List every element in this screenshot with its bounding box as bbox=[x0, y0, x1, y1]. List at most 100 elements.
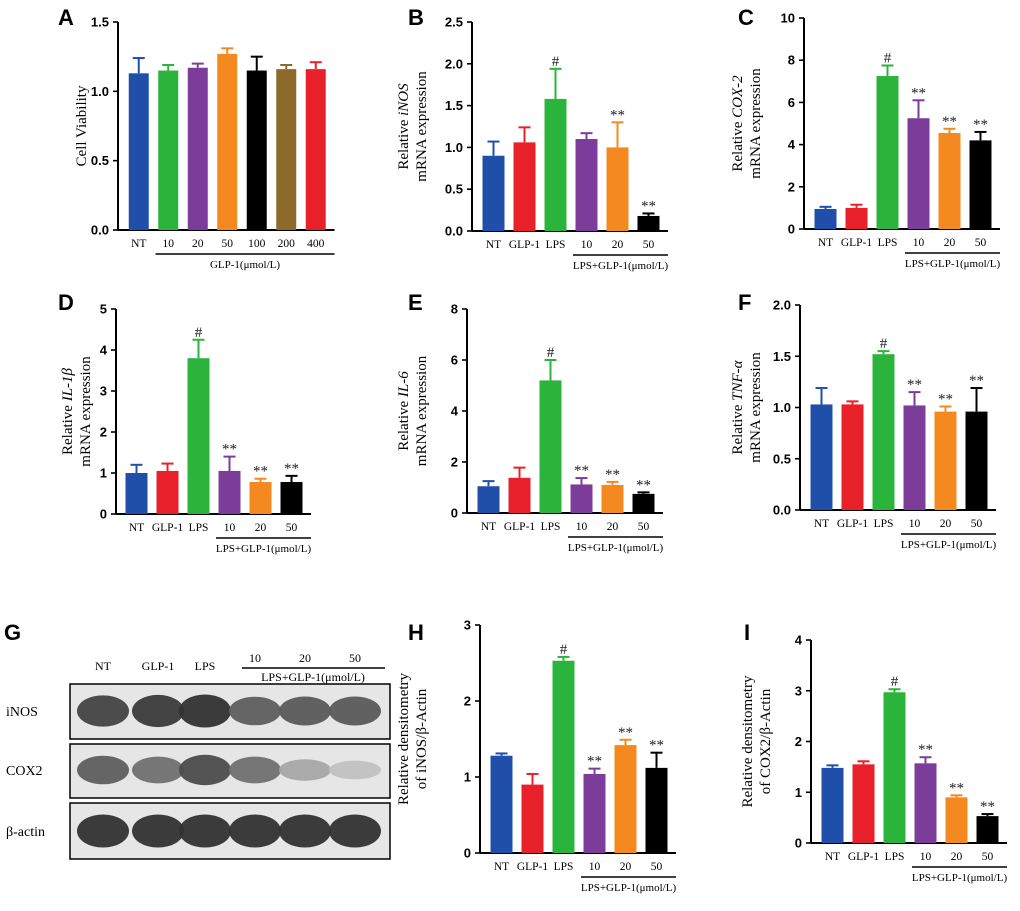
ylabel-B: Relative iNOS mRNA expression bbox=[396, 71, 430, 182]
blot-band-1-1 bbox=[132, 756, 184, 784]
svg-text:of iNOS/β-Actin: of iNOS/β-Actin bbox=[414, 688, 430, 789]
bar-A-3 bbox=[217, 53, 238, 230]
significance-C-2: # bbox=[884, 50, 892, 66]
significance-E-2: # bbox=[547, 345, 555, 361]
svg-text:mRNA expression: mRNA expression bbox=[78, 356, 94, 467]
y-tick-label-C: 4 bbox=[788, 137, 796, 152]
category-label-A-5: 200 bbox=[278, 238, 296, 250]
category-label-A-4: 100 bbox=[248, 238, 266, 250]
y-tick-label-E: 4 bbox=[451, 404, 459, 419]
blot-column-label-0: NT bbox=[95, 659, 112, 673]
chart-D: D Relative IL-1β mRNA expression 0 1 2 3 4 5 NT GL… bbox=[58, 290, 311, 555]
blot-band-1-4 bbox=[279, 759, 331, 781]
y-tick-label-B: 2.0 bbox=[445, 56, 463, 71]
bar-D-5 bbox=[280, 482, 303, 514]
blot-band-1-5 bbox=[329, 760, 381, 780]
significance-H-4: ** bbox=[618, 725, 633, 741]
y-tick-label-F: 0.0 bbox=[773, 503, 791, 518]
ylabel-D: Relative IL-1β mRNA expression bbox=[60, 356, 94, 467]
group-label-E: LPS+GLP-1(μmol/L) bbox=[568, 542, 664, 554]
bar-A-2 bbox=[187, 67, 208, 230]
y-tick-label-F: 0.5 bbox=[773, 451, 791, 466]
significance-E-5: ** bbox=[636, 477, 651, 493]
significance-D-2: # bbox=[195, 325, 203, 341]
bar-D-3 bbox=[218, 470, 241, 514]
bar-A-1 bbox=[158, 70, 179, 231]
chart-C: C Relative COX-2 mRNA expression 0 2 4 6 8 10 NT G… bbox=[730, 5, 1000, 270]
group-label-I: LPS+GLP-1(μmol/L) bbox=[912, 872, 1008, 884]
category-label-D-1: GLP-1 bbox=[152, 522, 184, 534]
panel-letter-G: G bbox=[4, 620, 21, 645]
y-tick-label-D: 0 bbox=[100, 507, 107, 522]
category-label-D-0: NT bbox=[129, 522, 144, 534]
y-tick-label-C: 0 bbox=[788, 222, 795, 237]
bar-E-0 bbox=[477, 486, 500, 513]
category-label-I-3: 10 bbox=[920, 851, 932, 863]
y-tick-label-F: 2.0 bbox=[773, 298, 791, 313]
category-label-C-2: LPS bbox=[878, 237, 898, 249]
panel-letter-A: A bbox=[58, 5, 74, 30]
category-label-I-1: GLP-1 bbox=[848, 851, 880, 863]
category-label-A-2: 20 bbox=[192, 238, 204, 250]
blot-band-0-2 bbox=[179, 694, 231, 728]
y-tick-label-I: 0 bbox=[795, 836, 802, 851]
significance-E-3: ** bbox=[574, 463, 589, 479]
bar-I-5 bbox=[976, 816, 999, 843]
svg-text:Relative IL-1β: Relative IL-1β bbox=[60, 367, 76, 455]
y-tick-label-B: 0.5 bbox=[445, 182, 463, 197]
chart-A: A Cell Viability 0.0 0.5 1.0 1.5 NT 10 20 50 100 20… bbox=[58, 5, 335, 271]
significance-B-2: # bbox=[552, 54, 560, 70]
group-label-H: LPS+GLP-1(μmol/L) bbox=[581, 882, 677, 894]
category-label-E-3: 10 bbox=[576, 521, 588, 533]
category-label-F-4: 20 bbox=[940, 518, 952, 530]
y-tick-label-B: 1.0 bbox=[445, 140, 463, 155]
y-tick-label-H: 0 bbox=[464, 846, 471, 861]
significance-H-2: # bbox=[560, 642, 568, 658]
blot-row-label-1: COX2 bbox=[6, 764, 43, 779]
significance-D-3: ** bbox=[222, 442, 237, 458]
bar-B-5 bbox=[637, 215, 660, 231]
significance-F-4: ** bbox=[938, 391, 953, 407]
significance-I-3: ** bbox=[918, 742, 933, 758]
category-label-E-2: LPS bbox=[541, 521, 561, 533]
chart-B: B Relative iNOS mRNA expression 0.0 0.5 1.0 1.… bbox=[396, 5, 668, 272]
category-label-C-4: 20 bbox=[944, 237, 956, 249]
y-tick-label-D: 2 bbox=[100, 425, 107, 440]
significance-D-4: ** bbox=[253, 464, 268, 480]
category-label-E-4: 20 bbox=[607, 521, 619, 533]
bar-I-1 bbox=[852, 764, 875, 843]
blot-band-1-2 bbox=[179, 754, 231, 786]
bar-C-2 bbox=[876, 76, 899, 230]
svg-text:Relative densitometry: Relative densitometry bbox=[740, 675, 756, 808]
category-label-H-4: 20 bbox=[620, 861, 632, 873]
chart-I: I Relative densitometry of COX2/β-Actin 0 1 2… bbox=[740, 620, 1007, 884]
category-label-H-1: GLP-1 bbox=[517, 861, 549, 873]
group-label-B: LPS+GLP-1(μmol/L) bbox=[573, 260, 669, 272]
bar-I-3 bbox=[914, 763, 937, 843]
chart-E: E Relative IL-6 mRNA expression 0 2 4 6 8 NT GLP-… bbox=[396, 290, 663, 554]
category-label-F-5: 50 bbox=[971, 518, 983, 530]
bar-C-0 bbox=[814, 208, 837, 229]
bar-D-4 bbox=[249, 482, 272, 514]
svg-text:Relative IL-6: Relative IL-6 bbox=[396, 371, 412, 451]
bar-E-4 bbox=[601, 484, 624, 513]
bar-E-1 bbox=[508, 477, 531, 513]
category-label-B-5: 50 bbox=[643, 239, 655, 251]
significance-D-5: ** bbox=[284, 461, 299, 477]
significance-B-4: ** bbox=[610, 107, 625, 123]
panel-letter-B: B bbox=[408, 5, 424, 30]
category-label-C-1: GLP-1 bbox=[841, 237, 873, 249]
blot-group-label: LPS+GLP-1(μmol/L) bbox=[261, 670, 365, 684]
group-label-D: LPS+GLP-1(μmol/L) bbox=[216, 543, 312, 555]
category-label-H-3: 10 bbox=[589, 861, 601, 873]
panel-letter-D: D bbox=[58, 290, 74, 315]
svg-text:mRNA expression: mRNA expression bbox=[748, 352, 764, 463]
bar-B-0 bbox=[482, 155, 505, 231]
category-label-B-2: LPS bbox=[546, 239, 566, 251]
category-label-B-4: 20 bbox=[612, 239, 624, 251]
category-label-C-0: NT bbox=[818, 237, 833, 249]
chart-F: F Relative TNF-α mRNA expression 0.0 0.5 1.0 1… bbox=[730, 290, 996, 551]
bar-D-2 bbox=[187, 358, 210, 514]
category-label-H-0: NT bbox=[494, 861, 509, 873]
y-tick-label-E: 8 bbox=[451, 302, 458, 317]
